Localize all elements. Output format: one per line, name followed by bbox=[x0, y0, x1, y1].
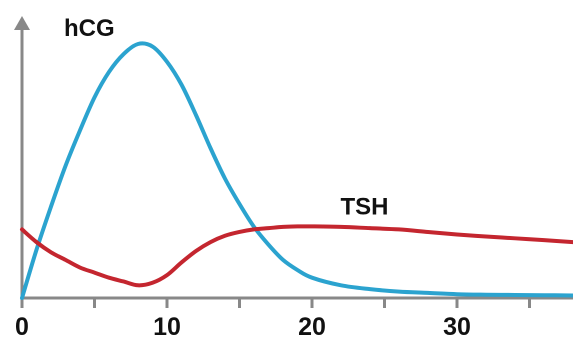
axes bbox=[14, 16, 573, 308]
x-tick-label: 20 bbox=[298, 313, 326, 340]
x-tick-label: 0 bbox=[15, 313, 29, 340]
series-label-tsh: TSH bbox=[341, 193, 389, 220]
x-tick-label: 10 bbox=[153, 313, 181, 340]
labels: 0 10 20 30 hCG TSH bbox=[15, 15, 471, 340]
x-tick-label: 30 bbox=[443, 313, 471, 340]
series-line-hcg bbox=[20, 41, 573, 300]
y-axis-arrow-icon bbox=[14, 16, 30, 30]
plot-area bbox=[20, 41, 573, 300]
series-label-hcg: hCG bbox=[64, 15, 115, 42]
series-line-tsh bbox=[20, 224, 573, 288]
